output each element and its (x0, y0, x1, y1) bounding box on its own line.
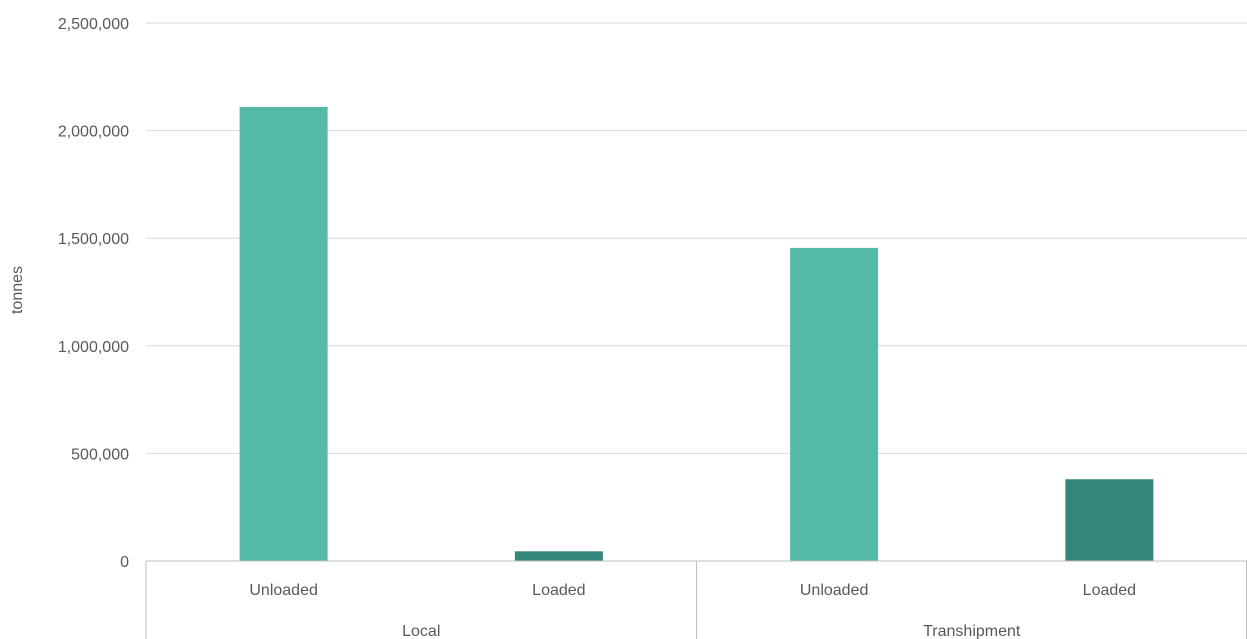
bars (239, 106, 1154, 561)
y-tick-label: 2,000,000 (58, 124, 129, 141)
gridlines (146, 22, 1247, 454)
x-category-label: Unloaded (800, 582, 869, 599)
x-category-label: Loaded (532, 582, 585, 599)
y-axis-tick-labels: 0 500,000 1,000,000 1,500,000 2,000,000 2,500… (58, 16, 129, 571)
bar-transhipment-loaded (1065, 479, 1154, 561)
x-group-label: Local (402, 623, 440, 639)
x-category-label: Unloaded (249, 582, 318, 599)
bar-local-unloaded (239, 106, 328, 561)
y-axis-label: tonnes (9, 266, 26, 314)
bar-transhipment-unloaded (790, 247, 879, 561)
y-tick-label: 500,000 (71, 446, 129, 463)
x-group-label: Transhipment (923, 623, 1021, 639)
bar-local-loaded (514, 551, 603, 561)
y-tick-label: 1,000,000 (58, 339, 129, 356)
y-tick-label: 0 (120, 554, 129, 571)
y-tick-label: 2,500,000 (58, 16, 129, 33)
y-tick-label: 1,500,000 (58, 231, 129, 248)
x-category-label: Loaded (1083, 582, 1136, 599)
x-axis: Unloaded Loaded Local Unloaded Loaded Transhi… (145, 560, 1247, 639)
